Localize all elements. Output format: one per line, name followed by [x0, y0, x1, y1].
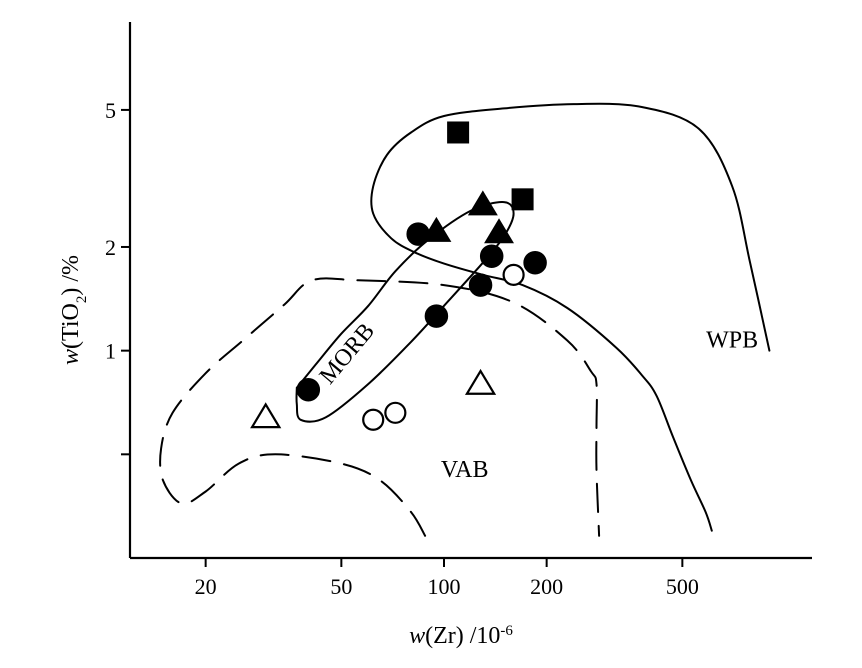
- marker-layer: [250, 121, 547, 431]
- y-axis-title-unit: ) /%: [58, 255, 84, 296]
- data-point-circle-filled: [424, 304, 449, 328]
- data-point-circle-filled: [296, 377, 321, 402]
- data-point-circle-filled: [523, 250, 547, 275]
- x-tick-label: 100: [427, 574, 460, 599]
- region-label-vab: VAB: [441, 457, 489, 483]
- morb-boundary: [295, 201, 515, 423]
- y-axis-title-main: (TiO: [58, 303, 84, 349]
- x-axis-title: w(Zr) /10-6: [409, 623, 513, 649]
- data-point-circle-filled: [406, 222, 430, 246]
- x-tick-label: 200: [530, 574, 563, 599]
- x-axis-title-main: (Zr) /10: [425, 623, 500, 649]
- x-tick-label: 50: [330, 574, 352, 599]
- y-tick-label: 2: [105, 235, 116, 260]
- vab-boundary: [159, 277, 601, 537]
- boundary-layer: [159, 102, 771, 537]
- data-point-circle-filled: [468, 273, 493, 297]
- x-axis-title-exponent: -6: [500, 623, 513, 639]
- data-point-circle-open: [502, 263, 525, 286]
- axes-layer: [128, 22, 812, 560]
- region-label-wpb: WPB: [706, 328, 758, 354]
- data-point-circle-open: [362, 408, 385, 431]
- x-tick-label: 20: [195, 574, 217, 599]
- data-point-triangle-open: [250, 402, 282, 429]
- data-point-triangle-filled: [467, 190, 498, 216]
- data-point-square-filled: [511, 188, 534, 211]
- tick-layer: 20 50 100 200 500 1 2 5: [105, 98, 699, 599]
- data-point-triangle-open: [464, 368, 497, 395]
- y-axis-title-w: w: [58, 349, 84, 365]
- data-point-triangle-filled: [484, 218, 515, 244]
- x-axis-title-w: w: [409, 623, 425, 649]
- x-tick-label: 500: [666, 574, 699, 599]
- y-tick-label: 5: [105, 98, 116, 123]
- y-axis-title-subscript: 2: [74, 296, 90, 304]
- data-point-circle-open: [384, 401, 407, 424]
- y-axis-title: w(TiO2) /%: [58, 255, 90, 365]
- data-point-square-filled: [447, 121, 470, 144]
- data-point-circle-filled: [479, 244, 504, 268]
- wpb-boundary: [370, 102, 771, 532]
- y-tick-label: 1: [105, 339, 116, 364]
